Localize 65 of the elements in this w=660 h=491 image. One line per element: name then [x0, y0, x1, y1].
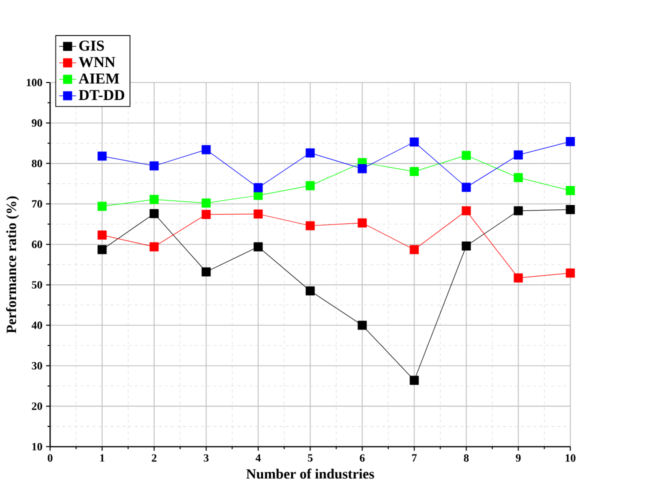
x-tick-label: 5 [308, 454, 313, 462]
y-tick-label: 80 [32, 160, 42, 168]
point [358, 164, 367, 174]
y-tick-label: 70 [32, 200, 42, 208]
point [150, 194, 159, 204]
y-axis-title: Performance ratio (%) [6, 196, 20, 334]
point [98, 202, 107, 211]
x-tick-label: 8 [464, 454, 469, 462]
point [462, 206, 471, 216]
point [306, 221, 315, 230]
point [410, 137, 419, 147]
point [150, 242, 159, 252]
point [462, 241, 471, 250]
x-tick-label: 10 [566, 454, 576, 462]
y-tick-label: 40 [32, 322, 42, 330]
legend-label: AIEM [78, 74, 120, 84]
point [462, 182, 471, 192]
x-axis-title: Number of industries [246, 468, 374, 479]
point [410, 376, 419, 385]
point [462, 150, 471, 160]
point [98, 152, 107, 161]
point [202, 267, 211, 276]
point [566, 268, 575, 278]
point [358, 218, 367, 228]
point [202, 145, 211, 154]
x-tick-label: 7 [412, 454, 417, 462]
point [514, 150, 523, 160]
legend-label: GIS [79, 40, 104, 51]
point [514, 206, 523, 216]
y-tick-label: 60 [32, 240, 42, 248]
point [566, 186, 575, 196]
x-tick-label: 1 [100, 454, 104, 462]
x-tick-label: 3 [204, 454, 209, 462]
point [202, 198, 211, 208]
point [306, 286, 315, 296]
point [254, 183, 263, 192]
point [98, 230, 107, 240]
point [306, 148, 315, 158]
point [98, 245, 107, 254]
point [514, 273, 523, 282]
y-tick-label: 50 [32, 281, 42, 289]
point [358, 320, 367, 330]
point [254, 242, 263, 252]
point [566, 205, 575, 214]
legend-label: WNN [78, 57, 116, 68]
point [566, 137, 575, 146]
point [410, 166, 419, 176]
x-tick-label: 4 [256, 454, 261, 462]
y-tick-label: 30 [32, 362, 42, 370]
point [150, 161, 159, 170]
x-tick-label: 2 [152, 454, 156, 462]
y-tick-label: 20 [32, 402, 42, 410]
point [202, 210, 211, 219]
point [150, 209, 159, 218]
point [306, 181, 315, 190]
point [410, 245, 419, 254]
x-tick-label: 9 [516, 454, 521, 462]
y-tick-label: 90 [32, 119, 42, 127]
x-tick-label: 6 [360, 454, 365, 462]
point [514, 173, 523, 182]
x-tick-label: 0 [48, 454, 52, 462]
legend-label: DT-DD [78, 90, 124, 100]
y-tick-label: 100 [26, 78, 42, 86]
y-tick-label: 10 [32, 442, 42, 450]
point [254, 209, 263, 219]
